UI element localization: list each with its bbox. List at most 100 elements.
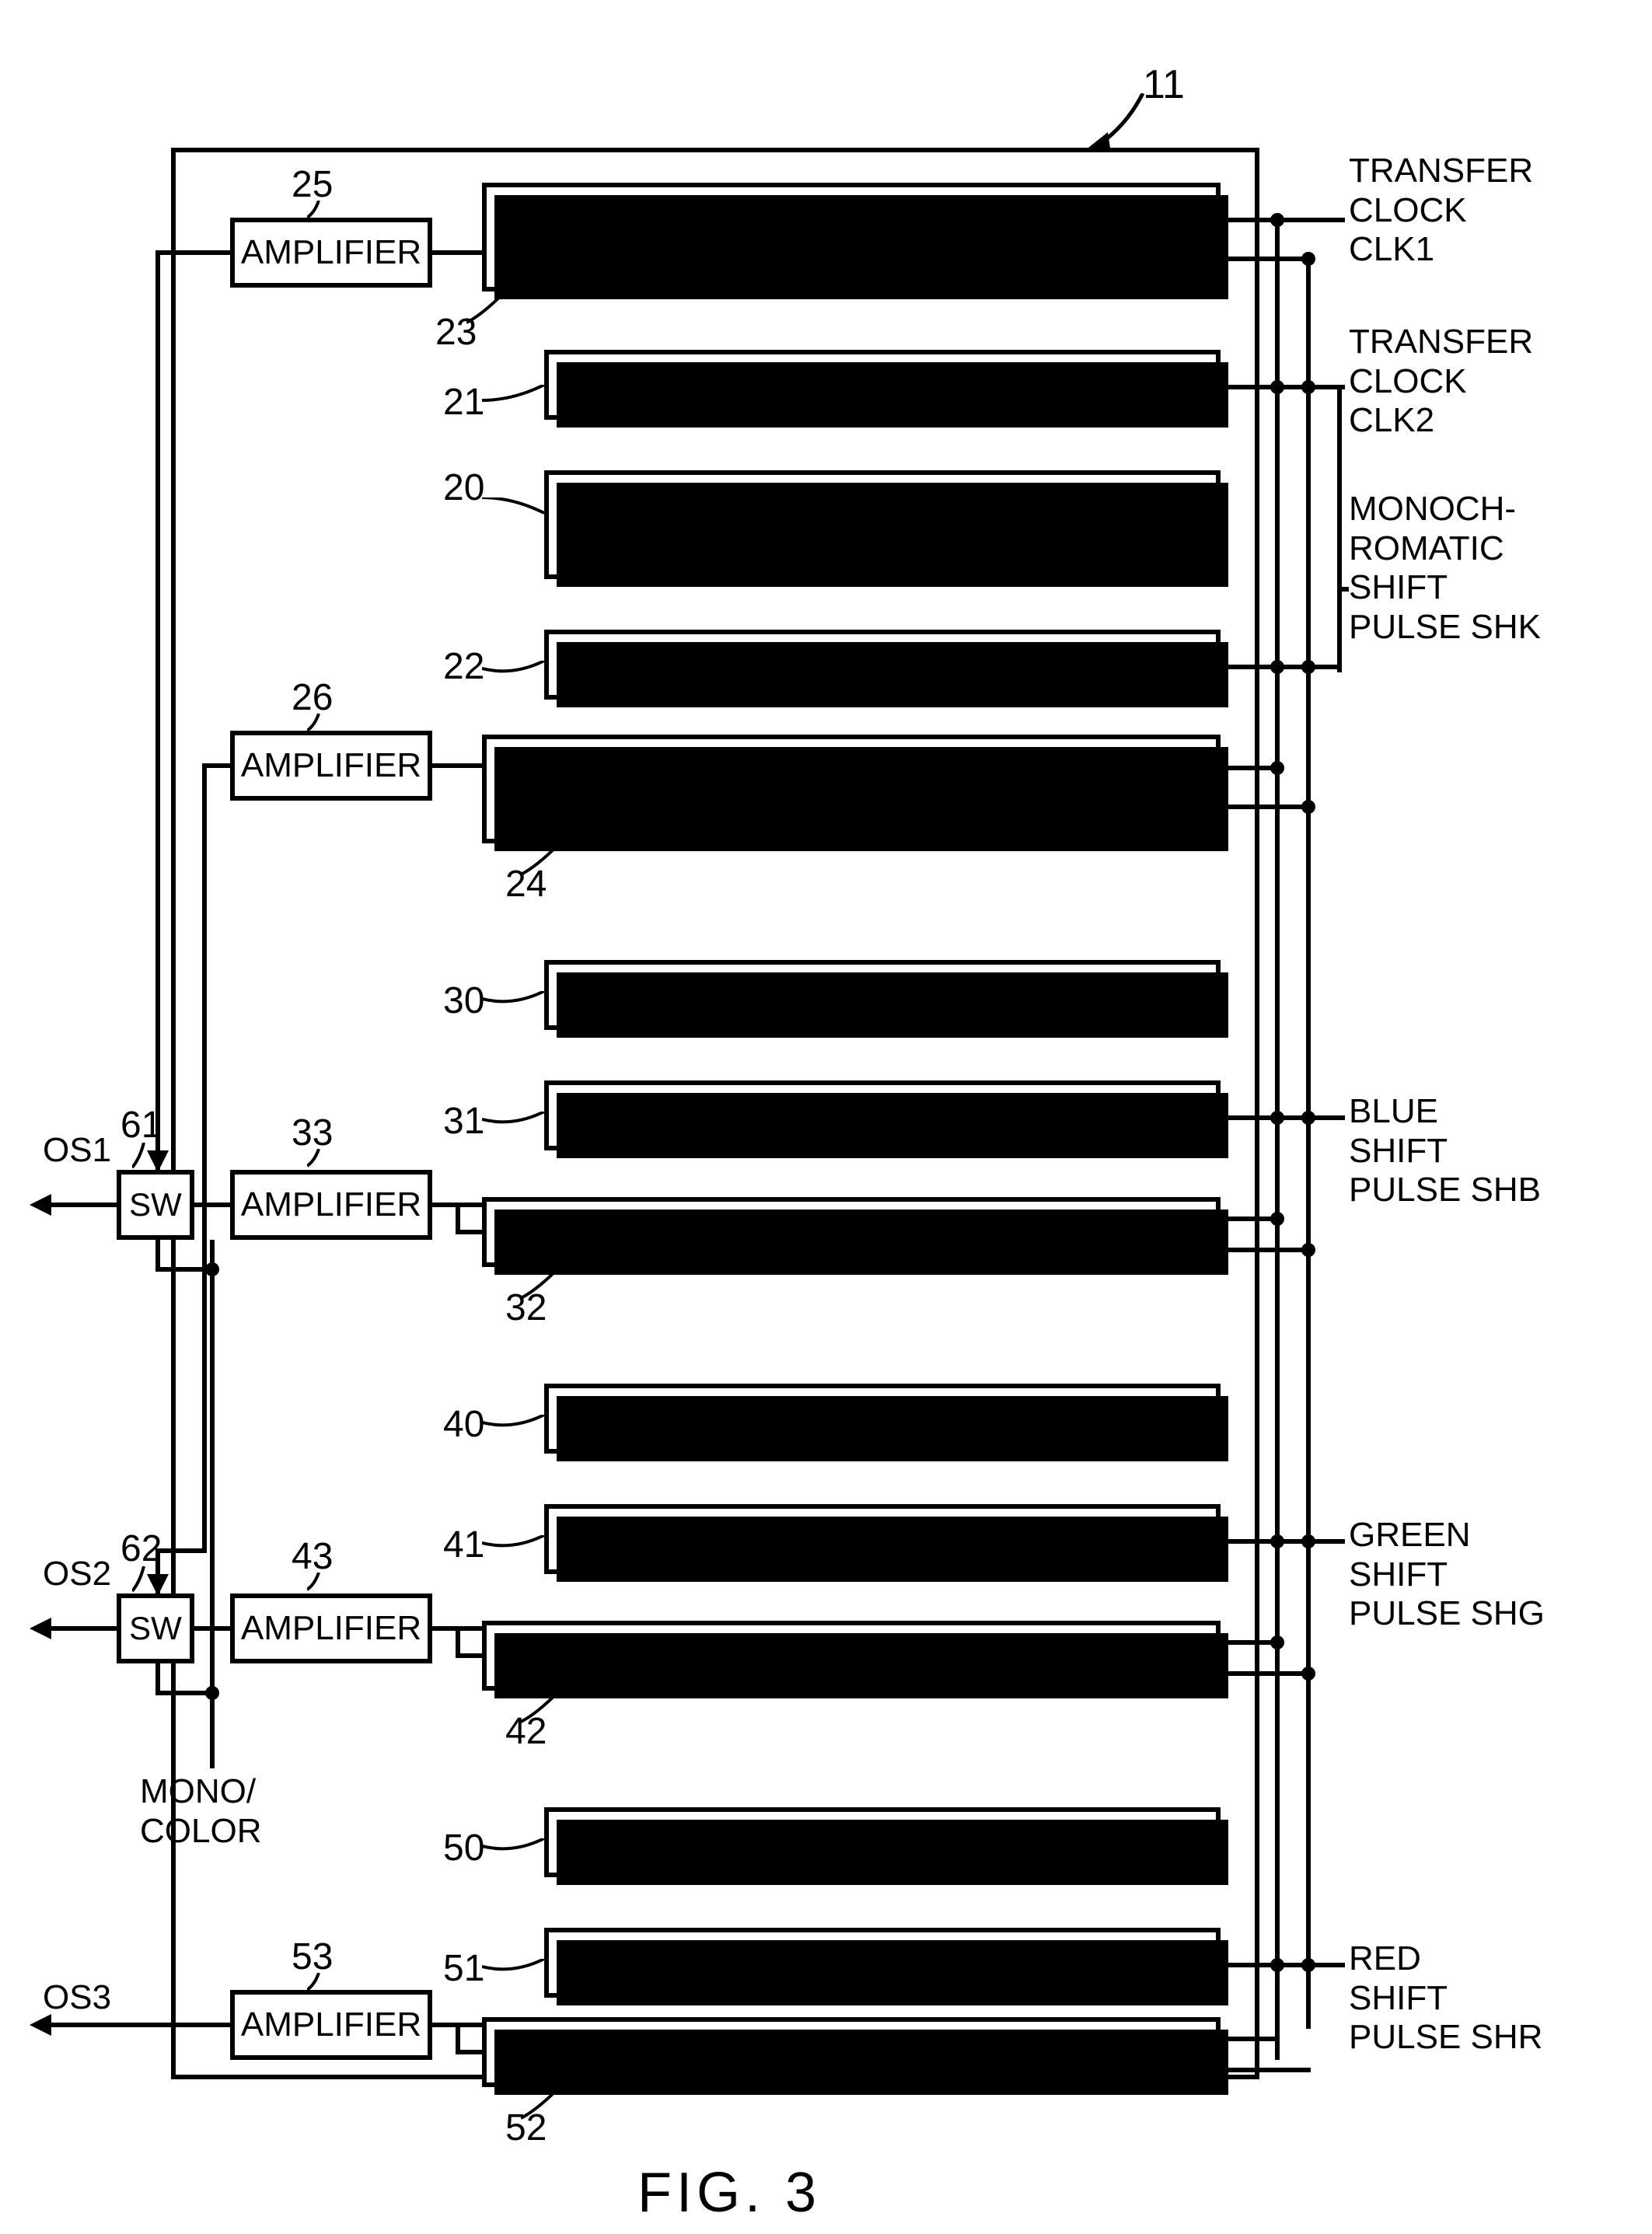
label-os3: OS3 xyxy=(43,1978,111,2018)
wire-os1 xyxy=(47,1203,117,1207)
label-os2: OS2 xyxy=(43,1555,111,1594)
switch-61: SW xyxy=(117,1170,194,1240)
arrow-os1 xyxy=(30,1194,51,1216)
amp53-text: AMPLIFIER xyxy=(241,2005,421,2045)
wire-amp43-reg42-h2 xyxy=(456,1653,482,1658)
amplifier-53: AMPLIFIER xyxy=(230,1990,432,2060)
num-31: 31 xyxy=(443,1100,484,1143)
label-clk1: TRANSFER CLOCK CLK1 xyxy=(1349,152,1533,270)
dot-gate21-clk1 xyxy=(1270,380,1284,394)
num-25: 25 xyxy=(292,163,333,206)
gate31-text: BLUE SHIFT GATE xyxy=(734,1096,1031,1136)
label-os1: OS1 xyxy=(43,1131,111,1171)
num-33: 33 xyxy=(292,1112,333,1154)
amplifier-25: AMPLIFIER xyxy=(230,218,432,288)
num-26: 26 xyxy=(292,676,333,719)
arrow-amp25-sw61 xyxy=(147,1150,169,1172)
amp26-text: AMPLIFIER xyxy=(241,746,421,786)
sw62-text: SW xyxy=(129,1610,182,1647)
gate51-text: RED SHIFT GATE xyxy=(742,1943,1022,1983)
pd30-text: BLUE PHOTODIODE ARRAY xyxy=(657,976,1108,1015)
gate21-text: MONOCHROMATIC SHIFT GATE (1) xyxy=(597,365,1167,405)
red-photodiode-array: RED PHOTODIODE ARRAY xyxy=(544,1807,1221,1877)
wire-amp53-reg52-v xyxy=(456,2023,460,2052)
dot-gate31-clk2 xyxy=(1301,1111,1315,1125)
wire-amp26-reg24 xyxy=(432,763,482,768)
dot-gate51-clk1 xyxy=(1270,1958,1284,1972)
pd40-text: GREEN PHOTODIODE ARRAY xyxy=(641,1399,1124,1439)
wire-amp33-reg32-v xyxy=(456,1203,460,1232)
reg32-text: BLUE ANALOG SHIFT REGISTER xyxy=(585,1213,1117,1252)
wire-sw61-amp33 xyxy=(194,1203,230,1207)
figure-caption: FIG. 3 xyxy=(637,2161,821,2225)
leader-43 xyxy=(307,1573,338,1592)
wire-amp33-reg32-h2 xyxy=(456,1230,482,1234)
amplifier-33: AMPLIFIER xyxy=(230,1170,432,1240)
dot-gate22-clk2 xyxy=(1301,660,1315,674)
num-20: 20 xyxy=(443,466,484,509)
red-shift-gate: RED SHIFT GATE xyxy=(544,1928,1221,1998)
num-21: 21 xyxy=(443,381,484,424)
bus-clk1 xyxy=(1275,218,1280,2060)
dot-reg24-clk2 xyxy=(1301,800,1315,814)
mono-shift-register-2: MONOCHROMATIC ANALOG SHIFT REGISTER (2) xyxy=(482,735,1221,843)
wire-amp53-reg52-h2 xyxy=(456,2050,482,2054)
leader-21 xyxy=(482,385,544,408)
dot-reg32-clk1 xyxy=(1270,1212,1284,1226)
green-shift-gate: GREEN SHIFT GATE xyxy=(544,1504,1221,1574)
bus-shk xyxy=(1337,385,1342,672)
wire-amp25-out-v xyxy=(155,250,160,1170)
num-53: 53 xyxy=(292,1936,333,1978)
num-40: 40 xyxy=(443,1403,484,1446)
amp33-text: AMPLIFIER xyxy=(241,1185,421,1225)
dot-gate51-clk2 xyxy=(1301,1958,1315,1972)
reg42-text: GREEN ANALOG SHIFT REGISTER xyxy=(569,1636,1133,1676)
label-shg: GREEN SHIFT PULSE SHG xyxy=(1349,1516,1545,1634)
mono-photodiode-array: MONOCHROMATIC PHOTODIODE ARRAY xyxy=(544,470,1221,579)
dot-reg42-clk1 xyxy=(1270,1635,1284,1649)
dot-gate41-clk1 xyxy=(1270,1534,1284,1548)
wire-amp26-out-v xyxy=(202,763,207,1548)
leader-25 xyxy=(307,201,338,220)
num-51: 51 xyxy=(443,1947,484,1990)
leader-40 xyxy=(482,1415,544,1438)
sw61-text: SW xyxy=(129,1186,182,1223)
dot-reg42-clk2 xyxy=(1301,1667,1315,1681)
leader-50 xyxy=(482,1838,544,1862)
leader-22 xyxy=(482,661,544,684)
wire-os3 xyxy=(47,2023,230,2027)
num-41: 41 xyxy=(443,1524,484,1566)
wire-reg32-clk2 xyxy=(1221,1248,1311,1252)
wire-reg42-clk2 xyxy=(1221,1671,1311,1676)
wire-amp26-out-v2h xyxy=(155,1548,207,1553)
amplifier-26: AMPLIFIER xyxy=(230,731,432,801)
wire-amp43-reg42-v xyxy=(456,1626,460,1656)
leader-41 xyxy=(482,1535,544,1559)
green-shift-register: GREEN ANALOG SHIFT REGISTER xyxy=(482,1621,1221,1691)
blue-shift-gate: BLUE SHIFT GATE xyxy=(544,1080,1221,1150)
arrow-os3 xyxy=(30,2014,51,2036)
wire-os2 xyxy=(47,1626,117,1631)
gate41-text: GREEN SHIFT GATE xyxy=(718,1520,1047,1559)
amplifier-25-text: AMPLIFIER xyxy=(241,233,421,273)
mono-shift-gate-1: MONOCHROMATIC SHIFT GATE (1) xyxy=(544,350,1221,420)
shk-to-label xyxy=(1337,587,1349,592)
leader-31 xyxy=(482,1112,544,1135)
label-shb: BLUE SHIFT PULSE SHB xyxy=(1349,1092,1541,1210)
wire-amp25-reg23 xyxy=(432,250,482,255)
amplifier-43: AMPLIFIER xyxy=(230,1593,432,1663)
green-photodiode-array: GREEN PHOTODIODE ARRAY xyxy=(544,1384,1221,1454)
wire-reg52-clk2 xyxy=(1221,2068,1311,2072)
switch-62: SW xyxy=(117,1593,194,1663)
pd20-text: MONOCHROMATIC PHOTODIODE ARRAY xyxy=(706,485,1058,564)
blue-shift-register: BLUE ANALOG SHIFT REGISTER xyxy=(482,1197,1221,1267)
num-50: 50 xyxy=(443,1827,484,1869)
clk1-to-label xyxy=(1275,218,1345,222)
label-monocolor: MONO/ COLOR xyxy=(140,1772,261,1851)
leader-30 xyxy=(482,991,544,1014)
dot-monocolor-sw61 xyxy=(205,1262,219,1276)
leader-26 xyxy=(307,714,338,733)
reg52-text: RED ANALOG SHIFT REGISTER xyxy=(594,2033,1109,2072)
wire-reg23-clk2 xyxy=(1221,257,1311,261)
label-shk: MONOCH- ROMATIC SHIFT PULSE SHK xyxy=(1349,490,1541,647)
